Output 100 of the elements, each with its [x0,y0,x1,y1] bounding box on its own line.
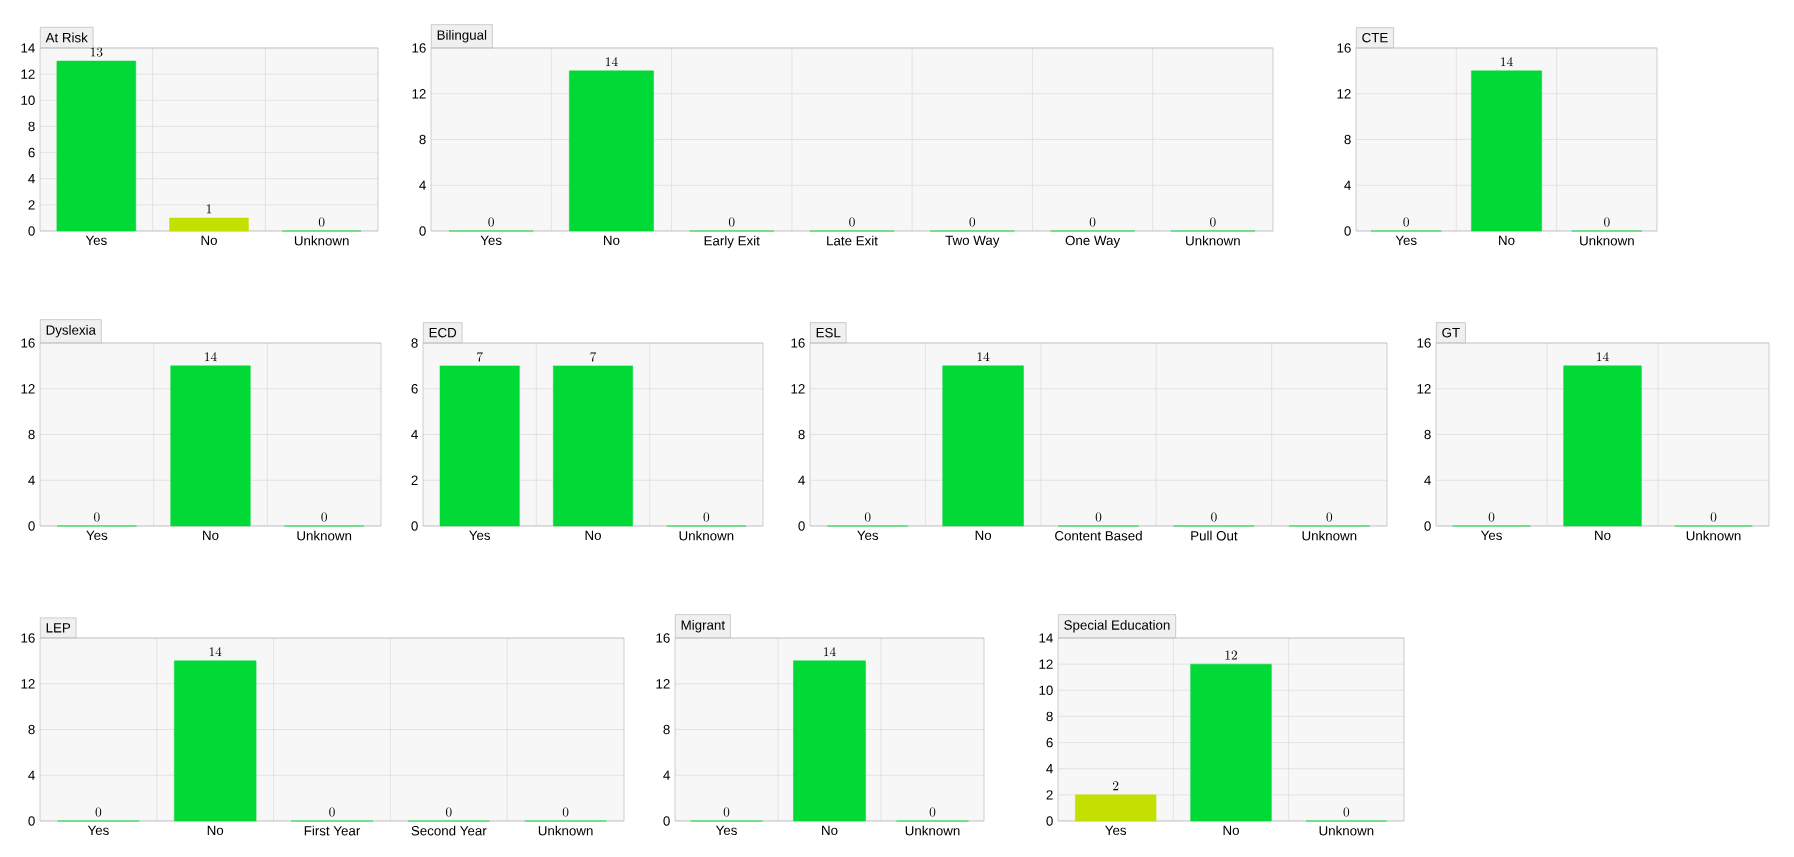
y-tick-label: 16 [1417,338,1431,348]
data-label: 14 [824,647,836,657]
chart-title: Migrant [681,619,725,633]
data-label: 0 [864,512,871,522]
data-label: 13 [90,47,103,57]
y-tick-label: 8 [411,338,418,348]
x-tick-label: Yes [85,235,107,245]
y-tick-label: 0 [28,226,35,236]
x-tick-label: Yes [857,530,879,541]
y-tick-label: 4 [411,429,418,440]
y-tick-label: 4 [28,174,35,184]
data-label: 14 [1501,57,1513,67]
y-tick-label: 4 [1344,180,1351,190]
data-label: 0 [969,217,976,227]
chart-title: Dyslexia [46,324,96,338]
y-tick-label: 6 [1046,737,1053,748]
chart-title: LEP [46,623,71,633]
data-label: 7 [590,352,597,362]
chart-title: GT [1442,327,1460,338]
y-tick-label: 8 [419,134,426,145]
x-tick-label: Yes [86,530,108,541]
y-tick-label: 8 [1046,711,1053,722]
y-tick-label: 8 [28,724,35,735]
data-label: 0 [1211,512,1217,522]
y-tick-label: 0 [1046,816,1053,826]
x-tick-label: Content Based [1055,530,1142,541]
y-tick-label: 12 [1039,659,1053,669]
y-tick-label: 4 [1046,764,1053,774]
x-tick-label: One Way [1065,235,1121,248]
y-tick-label: 12 [1417,384,1431,394]
x-tick-label: Yes [469,530,491,541]
y-tick-label: 14 [1039,633,1053,643]
x-tick-label: Unknown [1319,825,1374,836]
x-tick-label: Yes [1480,530,1502,541]
data-label: 0 [849,217,855,227]
x-tick-label: No [1223,825,1239,836]
x-tick-label: Unknown [679,530,734,541]
x-tick-label: First Year [304,825,361,836]
data-label: 14 [977,352,990,362]
x-tick-label: No [585,530,601,541]
data-label: 0 [1403,217,1409,227]
chart-title: Special Education [1064,619,1170,633]
y-tick-label: 4 [419,180,426,190]
data-label: 0 [488,217,494,227]
chart-title: CTE [1362,32,1388,43]
y-tick-label: 12 [791,384,805,394]
y-tick-label: 4 [798,475,805,485]
data-label: 0 [94,512,100,522]
y-tick-label: 12 [1337,89,1351,99]
x-tick-label: Unknown [1580,235,1634,246]
y-tick-label: 16 [656,633,670,643]
chart-title: ESL [816,327,841,338]
y-tick-label: 16 [21,633,35,643]
chart-title: Bilingual [437,29,487,43]
data-label: 14 [1597,352,1609,362]
data-label: 0 [318,217,325,227]
x-tick-label: No [1595,530,1611,541]
x-tick-label: Unknown [538,825,593,836]
data-label: 1 [206,204,212,214]
x-tick-label: Yes [480,235,502,245]
x-tick-label: No [207,825,224,836]
x-tick-label: Yes [1105,825,1127,836]
x-tick-label: Yes [1395,235,1417,245]
y-tick-label: 0 [28,816,35,826]
data-label: 0 [1089,217,1096,227]
x-tick-label: Unknown [294,235,349,246]
x-tick-label: Two Way [945,235,1000,248]
y-tick-label: 0 [28,521,35,531]
x-tick-label: No [822,825,838,836]
y-tick-label: 8 [663,724,670,735]
y-tick-label: 12 [412,89,426,99]
y-tick-label: 0 [419,226,426,236]
x-tick-label: Unknown [1302,530,1357,541]
y-tick-label: 8 [28,429,35,440]
y-tick-label: 12 [656,679,670,689]
x-tick-label: No [1499,235,1515,245]
y-tick-label: 10 [21,95,35,105]
y-tick-label: 2 [28,200,35,210]
y-tick-label: 4 [1424,475,1431,485]
y-tick-label: 12 [21,384,35,394]
data-label: 0 [1326,512,1333,522]
chart-title: ECD [429,327,457,338]
y-tick-label: 0 [1424,521,1431,531]
data-label: 0 [929,807,936,817]
y-tick-label: 4 [28,770,35,780]
y-tick-label: 12 [21,679,35,689]
y-tick-label: 14 [21,43,35,53]
data-label: 0 [728,217,735,227]
y-tick-label: 0 [1344,226,1351,236]
y-tick-label: 2 [411,475,418,485]
chart-title: At Risk [45,32,88,43]
data-label: 0 [1710,512,1717,522]
y-tick-label: 0 [411,521,418,531]
y-tick-label: 0 [798,521,805,531]
y-tick-label: 8 [1424,429,1431,440]
y-tick-label: 8 [28,121,35,132]
x-tick-label: Unknown [1186,235,1240,246]
y-tick-label: 8 [1344,134,1351,145]
y-tick-label: 4 [28,475,35,485]
data-label: 0 [562,807,569,817]
